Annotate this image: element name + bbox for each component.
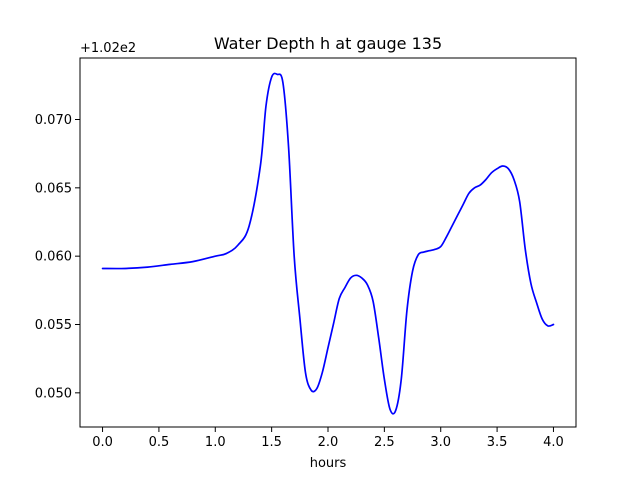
plot-frame <box>79 57 577 428</box>
chart-title: Water Depth h at gauge 135 <box>214 34 442 53</box>
y-tick-label: 0.055 <box>35 318 72 333</box>
x-axis-label: hours <box>310 456 347 471</box>
y-tick-label: 0.050 <box>35 386 72 401</box>
x-tick-label: 0.5 <box>149 435 170 450</box>
x-tick-label: 0.0 <box>92 435 113 450</box>
y-offset-label: +1.02e2 <box>80 41 136 56</box>
x-tick-label: 2.0 <box>318 435 339 450</box>
x-tick-label: 1.0 <box>205 435 226 450</box>
y-tick-label: 0.065 <box>35 181 72 196</box>
x-tick-label: 4.0 <box>543 435 564 450</box>
x-tick-label: 3.0 <box>430 435 451 450</box>
x-tick-label: 2.5 <box>374 435 395 450</box>
y-tick-label: 0.060 <box>35 250 72 265</box>
y-tick-label: 0.070 <box>35 113 72 128</box>
x-tick-label: 1.5 <box>261 435 282 450</box>
series-line <box>101 72 555 415</box>
x-tick-label: 3.5 <box>487 435 508 450</box>
